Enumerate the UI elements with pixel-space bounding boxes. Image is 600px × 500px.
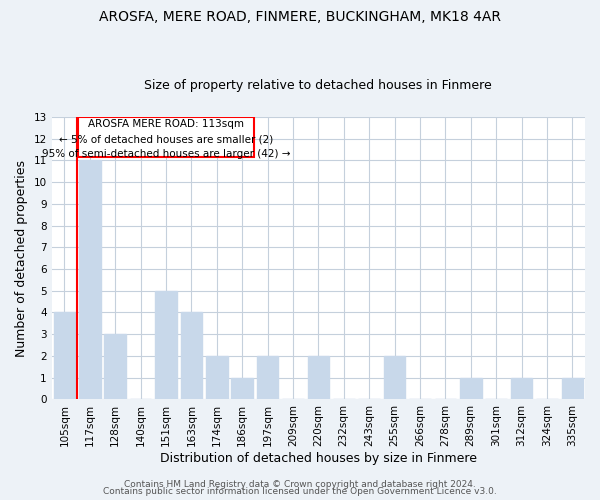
Bar — [384, 356, 406, 400]
Title: Size of property relative to detached houses in Finmere: Size of property relative to detached ho… — [145, 79, 492, 92]
X-axis label: Distribution of detached houses by size in Finmere: Distribution of detached houses by size … — [160, 452, 477, 465]
Bar — [155, 290, 177, 400]
Bar — [104, 334, 126, 400]
Bar — [79, 160, 101, 400]
Text: Contains public sector information licensed under the Open Government Licence v3: Contains public sector information licen… — [103, 488, 497, 496]
Bar — [181, 312, 202, 400]
Bar — [460, 378, 482, 400]
Bar — [232, 378, 253, 400]
Bar — [257, 356, 278, 400]
Y-axis label: Number of detached properties: Number of detached properties — [15, 160, 28, 356]
Bar — [562, 378, 583, 400]
Bar — [511, 378, 532, 400]
Text: AROSFA, MERE ROAD, FINMERE, BUCKINGHAM, MK18 4AR: AROSFA, MERE ROAD, FINMERE, BUCKINGHAM, … — [99, 10, 501, 24]
Text: AROSFA MERE ROAD: 113sqm
← 5% of detached houses are smaller (2)
95% of semi-det: AROSFA MERE ROAD: 113sqm ← 5% of detache… — [42, 120, 290, 159]
Bar — [206, 356, 227, 400]
FancyBboxPatch shape — [77, 117, 254, 157]
Bar — [308, 356, 329, 400]
Bar — [53, 312, 75, 400]
Text: Contains HM Land Registry data © Crown copyright and database right 2024.: Contains HM Land Registry data © Crown c… — [124, 480, 476, 489]
